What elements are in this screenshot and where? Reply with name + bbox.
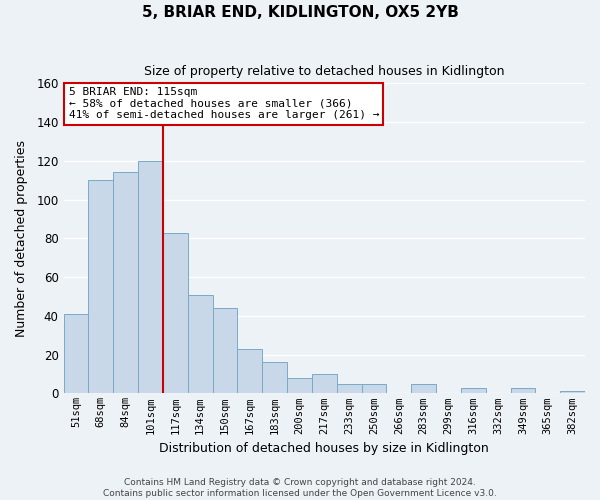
Text: Contains HM Land Registry data © Crown copyright and database right 2024.
Contai: Contains HM Land Registry data © Crown c…: [103, 478, 497, 498]
Text: 5, BRIAR END, KIDLINGTON, OX5 2YB: 5, BRIAR END, KIDLINGTON, OX5 2YB: [142, 5, 458, 20]
Bar: [138, 161, 163, 394]
Bar: [560, 392, 585, 394]
Y-axis label: Number of detached properties: Number of detached properties: [15, 140, 28, 337]
Bar: [238, 349, 262, 394]
Bar: [64, 314, 88, 394]
Bar: [411, 384, 436, 394]
Bar: [88, 180, 113, 394]
Bar: [312, 374, 337, 394]
Bar: [461, 388, 485, 394]
Bar: [212, 308, 238, 394]
Text: 5 BRIAR END: 115sqm
← 58% of detached houses are smaller (366)
41% of semi-detac: 5 BRIAR END: 115sqm ← 58% of detached ho…: [68, 87, 379, 120]
Bar: [262, 362, 287, 394]
Bar: [188, 294, 212, 394]
Bar: [362, 384, 386, 394]
Bar: [113, 172, 138, 394]
Title: Size of property relative to detached houses in Kidlington: Size of property relative to detached ho…: [144, 65, 505, 78]
Bar: [287, 378, 312, 394]
Bar: [337, 384, 362, 394]
Bar: [163, 232, 188, 394]
Bar: [511, 388, 535, 394]
X-axis label: Distribution of detached houses by size in Kidlington: Distribution of detached houses by size …: [160, 442, 489, 455]
